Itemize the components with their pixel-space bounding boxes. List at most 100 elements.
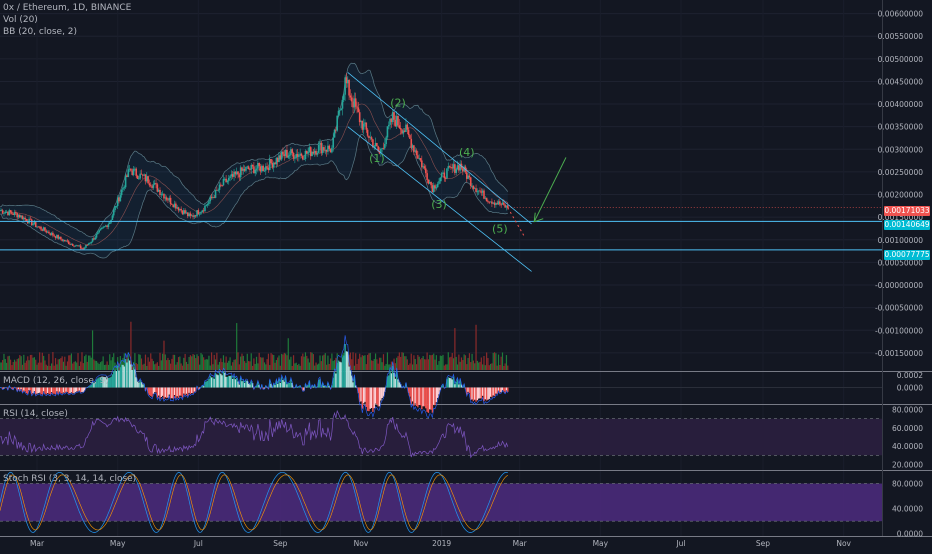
volume-bar xyxy=(232,362,233,370)
volume-bar xyxy=(0,362,1,370)
volume-bar xyxy=(47,366,48,370)
volume-bar xyxy=(453,358,454,370)
volume-bar xyxy=(452,353,453,370)
candle-body xyxy=(84,248,86,249)
volume-bar xyxy=(211,352,212,370)
macd-histogram-bar xyxy=(248,384,249,388)
volume-bar xyxy=(202,354,203,370)
volume-bar xyxy=(208,356,209,370)
candle-body xyxy=(112,215,114,220)
volume-bar xyxy=(354,366,355,370)
macd-histogram-bar xyxy=(130,364,131,387)
volume-bar xyxy=(363,356,364,370)
volume-bar xyxy=(351,359,352,370)
macd-histogram-bar xyxy=(170,388,171,399)
candle-body xyxy=(207,204,209,205)
candle-body xyxy=(138,178,140,179)
volume-bar xyxy=(237,352,238,370)
volume-bar xyxy=(62,356,63,370)
volume-bar xyxy=(153,361,154,370)
volume-bar xyxy=(46,365,47,370)
candle-body xyxy=(409,135,411,139)
volume-bar xyxy=(506,355,507,370)
macd-histogram-bar xyxy=(233,376,234,388)
rsi-legend: RSI (14, close) xyxy=(3,409,68,419)
price-tick-label: 0.00200000 xyxy=(878,191,924,200)
volume-bar xyxy=(308,358,309,370)
candle-body xyxy=(180,209,182,210)
candle-body xyxy=(11,212,13,213)
volume-bar xyxy=(141,359,142,370)
volume-bar xyxy=(40,363,41,370)
volume-bar xyxy=(310,352,311,370)
volume-bar xyxy=(227,363,228,370)
macd-histogram-bar xyxy=(347,352,348,388)
volume-bar xyxy=(362,355,363,370)
volume-bar xyxy=(433,354,434,370)
time-tick-label: Mar xyxy=(513,539,528,548)
macd-histogram-bar xyxy=(52,388,53,394)
volume-bar xyxy=(356,364,357,370)
volume-bar xyxy=(489,365,490,370)
macd-histogram-bar xyxy=(395,379,396,388)
volume-bar xyxy=(19,355,20,370)
volume-bar xyxy=(282,355,283,370)
volume-bar xyxy=(87,362,88,370)
candle-body xyxy=(120,195,122,201)
volume-bar xyxy=(378,364,379,370)
macd-tick-label: 0.0002 xyxy=(897,371,923,380)
macd-histogram-bar xyxy=(413,388,414,406)
volume-bar xyxy=(72,364,73,370)
candle-body xyxy=(53,235,55,236)
volume-bar xyxy=(6,363,7,370)
symbol-title: 0x / Ethereum, 1D, BINANCE xyxy=(3,2,131,14)
volume-bar xyxy=(269,365,270,370)
volume-bar xyxy=(183,358,184,370)
volume-bar xyxy=(48,354,49,370)
volume-bar xyxy=(89,356,90,370)
support-price-tag-2: 0.00077775 xyxy=(884,250,930,260)
macd-histogram-bar xyxy=(116,371,117,387)
macd-histogram-bar xyxy=(55,388,56,395)
volume-bar xyxy=(293,355,294,370)
volume-bar xyxy=(81,352,82,370)
volume-bar xyxy=(244,361,245,370)
volume-bar xyxy=(297,365,298,370)
candle-body xyxy=(72,244,74,246)
volume-bar xyxy=(499,365,500,370)
macd-histogram-bar xyxy=(367,388,368,411)
macd-histogram-bar xyxy=(109,378,110,388)
volume-bar xyxy=(93,359,94,370)
candle-body xyxy=(455,169,457,173)
volume-bar xyxy=(222,362,223,370)
macd-histogram-bar xyxy=(342,357,343,387)
macd-histogram-bar xyxy=(372,388,373,412)
macd-histogram-bar xyxy=(190,388,191,395)
volume-bar xyxy=(288,338,289,370)
candle-body xyxy=(205,205,207,206)
macd-histogram-bar xyxy=(422,388,423,407)
candle-body xyxy=(371,137,373,139)
volume-bar xyxy=(268,354,269,370)
macd-histogram-bar xyxy=(223,371,224,387)
candle-body xyxy=(350,96,352,98)
volume-bar xyxy=(415,359,416,370)
candle-body xyxy=(287,156,289,158)
volume-bar xyxy=(80,362,81,370)
candle-body xyxy=(503,203,505,205)
volume-bar xyxy=(112,357,113,370)
macd-histogram-bar xyxy=(420,388,421,406)
rsi-tick-label: 40.0000 xyxy=(892,442,923,451)
macd-histogram-bar xyxy=(430,388,431,410)
candle-body xyxy=(303,159,305,160)
volume-bar xyxy=(305,352,306,370)
volume-bar xyxy=(483,356,484,370)
volume-bar xyxy=(169,360,170,370)
volume-bar xyxy=(438,361,439,370)
macd-histogram-bar xyxy=(81,388,82,393)
macd-histogram-bar xyxy=(44,388,45,394)
volume-bar xyxy=(359,354,360,370)
macd-histogram-bar xyxy=(487,388,488,400)
macd-histogram-bar xyxy=(178,388,179,398)
